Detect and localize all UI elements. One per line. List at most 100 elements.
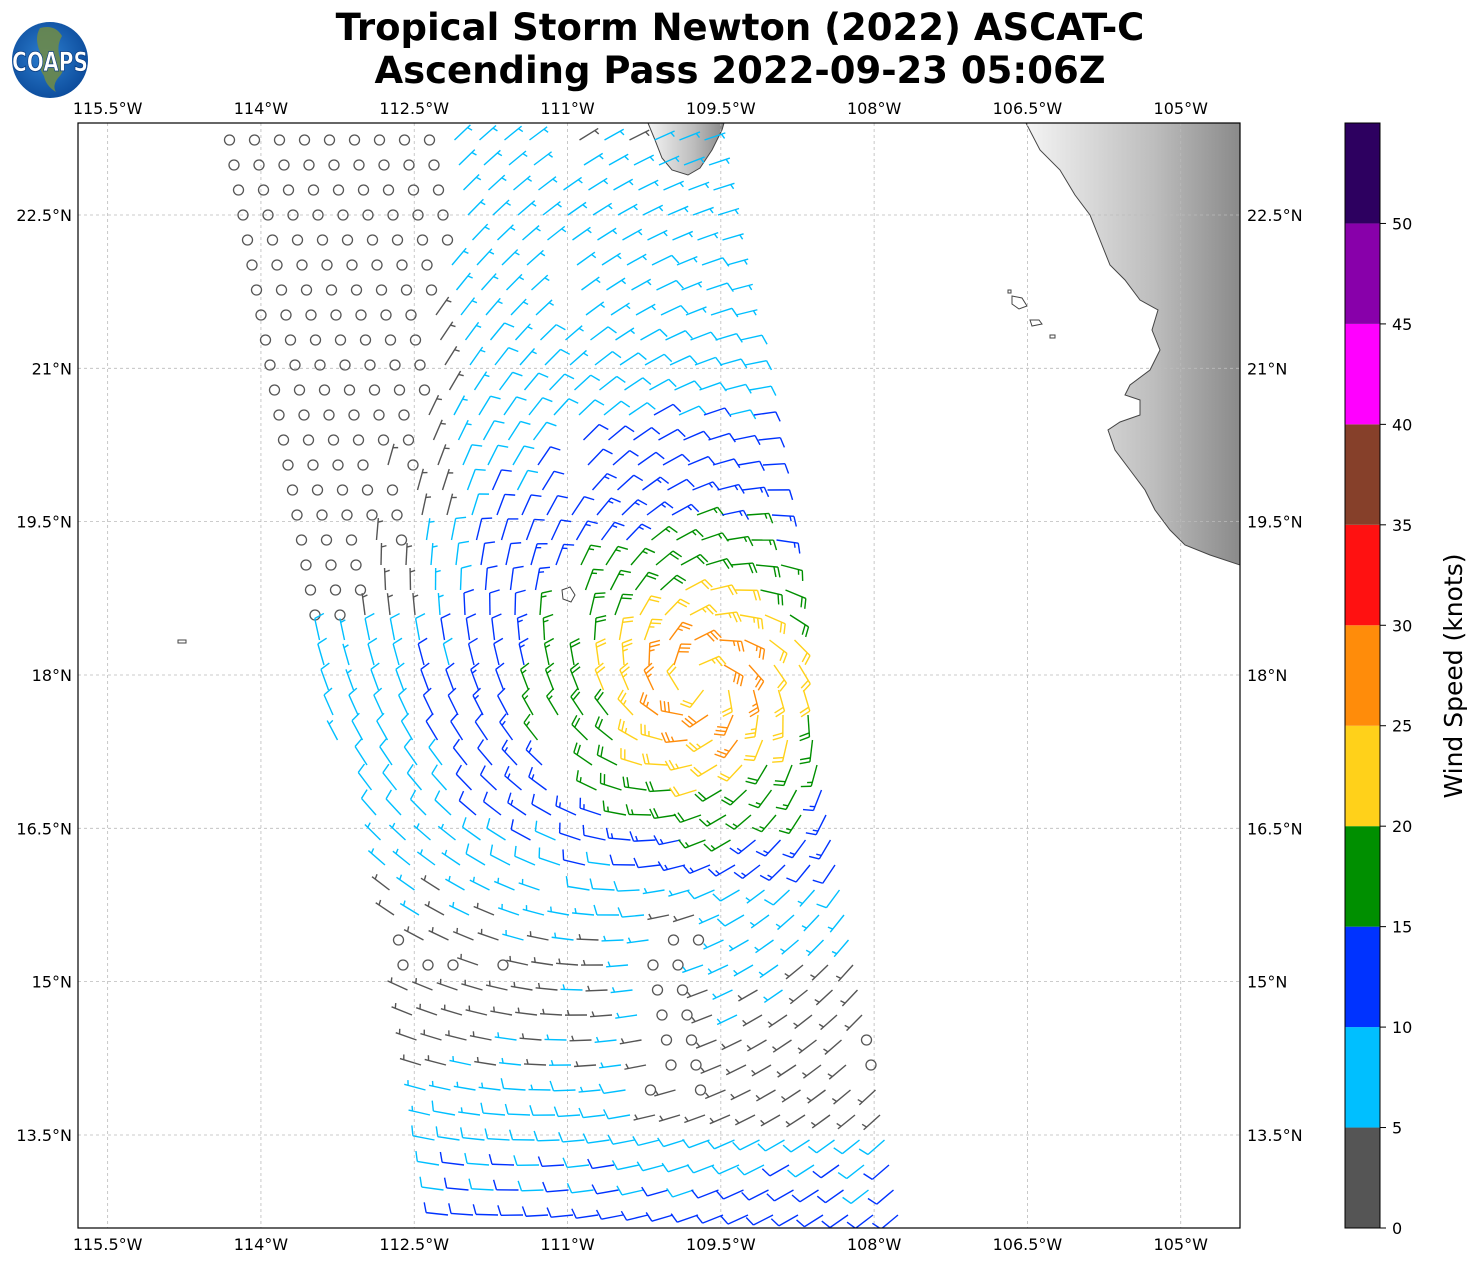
calm-circle bbox=[694, 1084, 707, 1096]
wind-barb bbox=[298, 409, 310, 421]
wind-barb bbox=[493, 637, 504, 666]
barb-feather bbox=[743, 758, 755, 762]
wind-barb bbox=[461, 979, 483, 991]
wind-barb bbox=[393, 384, 406, 396]
barb-feather bbox=[659, 700, 663, 711]
wind-barb bbox=[744, 359, 773, 371]
wind-barb bbox=[434, 567, 441, 591]
wind-barb bbox=[515, 1007, 538, 1016]
wind-barb bbox=[633, 857, 661, 869]
barb-shaft bbox=[546, 1189, 569, 1193]
barb-feather bbox=[726, 558, 734, 568]
calm-circle bbox=[690, 1059, 702, 1071]
wind-barb bbox=[405, 309, 417, 321]
wind-barb bbox=[408, 1105, 431, 1116]
barb-shaft bbox=[702, 1214, 724, 1224]
barb-feather bbox=[671, 254, 680, 264]
barb-feather bbox=[800, 710, 811, 718]
barb-half-feather bbox=[600, 303, 606, 308]
calm-circle bbox=[259, 334, 272, 346]
barb-shaft bbox=[624, 377, 644, 391]
calm-circle bbox=[396, 259, 408, 271]
wind-barb bbox=[473, 371, 490, 391]
wind-barb bbox=[741, 1189, 769, 1201]
barb-shaft bbox=[421, 1186, 444, 1191]
barb-feather bbox=[643, 662, 653, 671]
calm-circle bbox=[364, 359, 376, 371]
wind-barb bbox=[867, 1189, 894, 1205]
barb-feather bbox=[736, 611, 742, 622]
barb-half-feather bbox=[526, 1058, 529, 1065]
wind-barb bbox=[569, 662, 581, 691]
barb-half-feather bbox=[619, 130, 625, 136]
barb-feather bbox=[575, 770, 579, 781]
colorbar-tick-label: 40 bbox=[1392, 415, 1412, 434]
wind-barb bbox=[432, 184, 445, 196]
wind-barb bbox=[616, 1185, 644, 1196]
barb-shaft bbox=[467, 643, 475, 666]
barb-half-feather bbox=[755, 675, 759, 681]
barb-feather bbox=[515, 589, 526, 594]
wind-barb bbox=[576, 933, 599, 941]
barb-feather bbox=[527, 469, 539, 474]
calm-circle bbox=[380, 309, 392, 321]
wind-barb bbox=[743, 739, 764, 762]
barb-feather bbox=[649, 643, 660, 648]
barb-feather bbox=[765, 360, 773, 371]
barb-shaft bbox=[425, 720, 439, 741]
barb-shaft bbox=[672, 1189, 694, 1198]
wind-barb bbox=[480, 1102, 506, 1116]
wind-barb bbox=[673, 643, 692, 666]
barb-feather bbox=[632, 1136, 639, 1146]
barb-feather bbox=[558, 1131, 564, 1143]
calm-circle bbox=[692, 934, 705, 946]
wind-barb bbox=[563, 176, 583, 191]
barb-feather bbox=[705, 606, 714, 615]
barb-feather bbox=[629, 449, 639, 457]
barb-feather bbox=[733, 458, 741, 469]
barb-half-feather bbox=[510, 226, 516, 231]
barb-feather bbox=[626, 777, 630, 788]
colorbar-tick-label: 25 bbox=[1392, 717, 1412, 736]
wind-barb bbox=[530, 543, 548, 566]
calm-circle bbox=[432, 184, 445, 196]
barb-half-feather bbox=[760, 1119, 765, 1125]
wind-barb bbox=[386, 593, 394, 616]
barb-half-feather bbox=[616, 254, 622, 260]
barb-feather bbox=[489, 844, 494, 856]
wind-barb bbox=[735, 309, 758, 316]
barb-feather bbox=[711, 1165, 720, 1175]
wind-barb bbox=[413, 823, 431, 841]
barb-feather bbox=[602, 800, 606, 812]
barb-half-feather bbox=[493, 1006, 495, 1012]
barb-half-feather bbox=[728, 612, 732, 619]
wind-barb bbox=[662, 453, 691, 466]
barb-half-feather bbox=[554, 932, 557, 938]
wind-barb bbox=[273, 134, 286, 146]
barb-half-feather bbox=[661, 503, 667, 508]
wind-barb bbox=[522, 225, 541, 241]
wind-barb bbox=[467, 637, 478, 666]
barb-half-feather bbox=[566, 1009, 570, 1016]
wind-barb bbox=[680, 553, 709, 566]
wind-barb bbox=[535, 982, 558, 991]
barb-feather bbox=[650, 595, 662, 600]
barb-half-feather bbox=[673, 915, 678, 921]
barb-feather bbox=[651, 618, 663, 621]
wind-barb bbox=[722, 233, 744, 241]
wind-barb bbox=[639, 595, 662, 616]
barb-feather bbox=[435, 1126, 439, 1137]
barb-shaft bbox=[521, 494, 532, 516]
barb-feather bbox=[689, 768, 699, 777]
barb-half-feather bbox=[706, 820, 711, 825]
calm-circle bbox=[280, 309, 292, 321]
wind-barb bbox=[434, 790, 452, 816]
barb-feather bbox=[617, 545, 629, 550]
lon-tick-label-top: 112.5°W bbox=[379, 99, 449, 118]
barb-shaft bbox=[455, 543, 460, 566]
calm-circle bbox=[350, 559, 362, 571]
wind-barb bbox=[300, 284, 313, 296]
calm-circle bbox=[284, 334, 297, 346]
wind-barb bbox=[633, 154, 655, 166]
barb-half-feather bbox=[633, 205, 638, 211]
